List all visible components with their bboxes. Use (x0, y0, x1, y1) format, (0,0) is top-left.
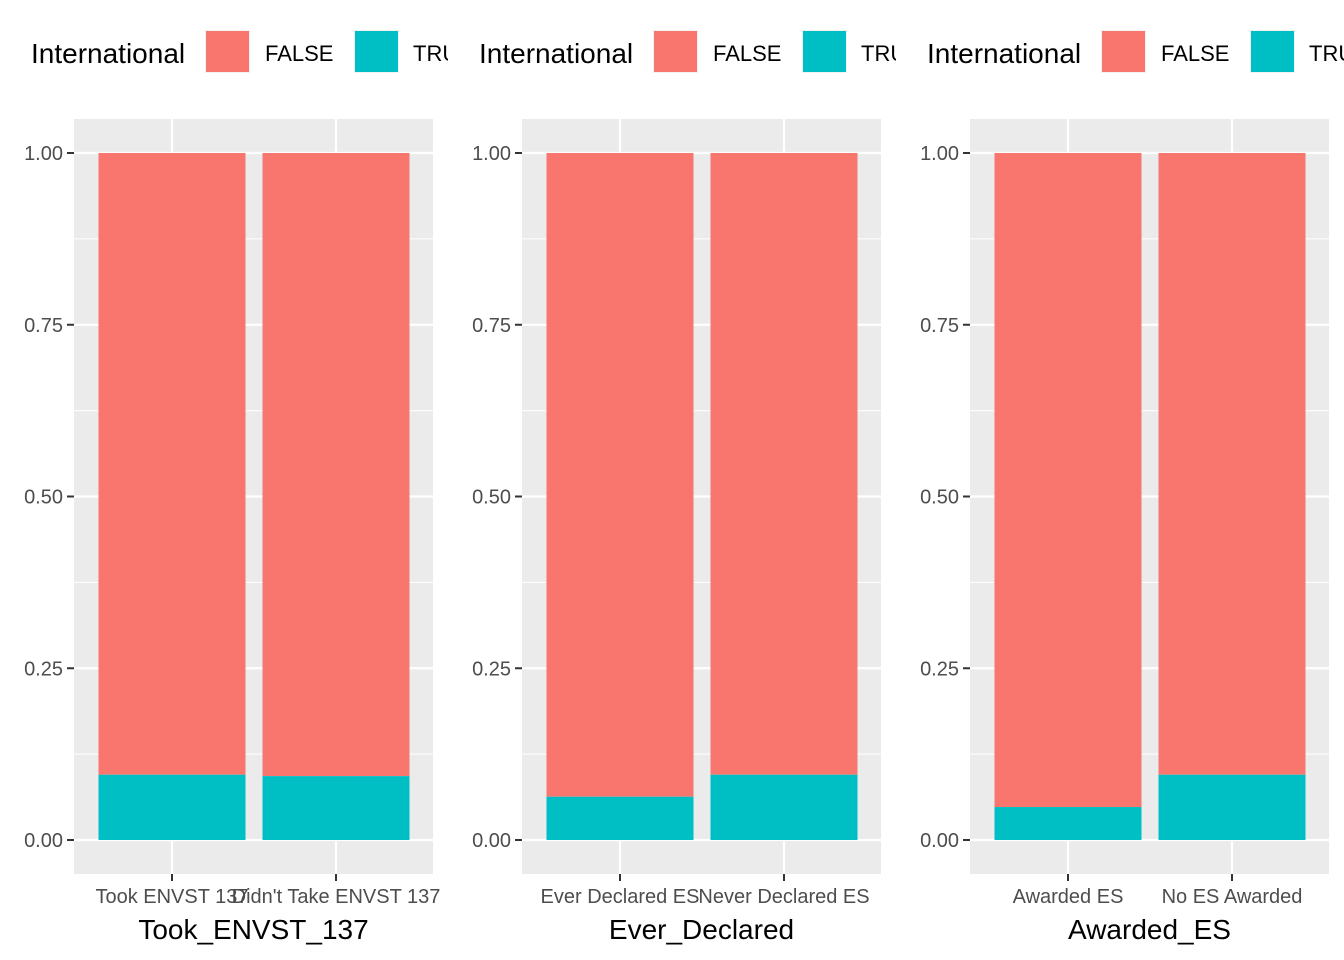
bar-true-2 (262, 776, 410, 840)
y-tick-label: 0.00 (472, 830, 511, 852)
bar-false-1 (546, 153, 694, 797)
x-tick-label: Ever Declared ES (541, 886, 700, 908)
legend-label-false: FALSE (265, 41, 333, 66)
legend-key-true (355, 31, 398, 72)
y-tick-label: 0.75 (472, 315, 511, 337)
legend-label-true: TRUE (861, 41, 921, 66)
chart-panel-1: International FALSE TRUE 0.00 0.25 0.50 0.75 1.… (24, 30, 473, 945)
bar-true-1 (546, 796, 694, 840)
legend: International FALSE TRUE (927, 30, 1344, 73)
y-tick-label: 0.50 (24, 487, 63, 509)
y-tick-label: 0.25 (24, 658, 63, 680)
legend: International FALSE TRUE (31, 30, 473, 73)
bar-false-1 (994, 153, 1142, 808)
x-tick-label: Never Declared ES (698, 886, 869, 908)
legend-key-false (206, 31, 249, 72)
legend: International FALSE TRUE (479, 30, 921, 73)
x-tick-label: No ES Awarded (1162, 886, 1303, 908)
y-tick-label: 0.75 (920, 315, 959, 337)
x-tick-label: Awarded ES (1013, 886, 1124, 908)
chart-panel-3: International FALSE TRUE 0.00 0.25 0.50 0.75 1.… (920, 30, 1344, 945)
x-axis-title: Took_ENVST_137 (138, 914, 368, 945)
bar-true-2 (710, 774, 858, 840)
y-tick-label: 0.00 (24, 830, 63, 852)
legend-key-false (1102, 31, 1145, 72)
y-tick-label: 1.00 (472, 143, 511, 165)
x-tick-label: Didn't Take ENVST 137 (232, 886, 441, 908)
legend-title: International (927, 38, 1081, 69)
x-axis-title: Awarded_ES (1068, 914, 1231, 945)
legend-label-true: TRUE (1309, 41, 1344, 66)
x-axis-title: Ever_Declared (609, 914, 794, 945)
legend-title: International (479, 38, 633, 69)
legend-title: International (31, 38, 185, 69)
bar-true-2 (1158, 774, 1306, 840)
legend-label-false: FALSE (713, 41, 781, 66)
legend-key-false (654, 31, 697, 72)
y-tick-label: 0.50 (920, 487, 959, 509)
bar-true-1 (98, 774, 246, 840)
chart-panel-2: International FALSE TRUE 0.00 0.25 0.50 0.75 1.… (472, 30, 921, 945)
y-tick-label: 0.75 (24, 315, 63, 337)
y-tick-label: 1.00 (24, 143, 63, 165)
bar-false-2 (262, 153, 410, 777)
bar-false-1 (98, 153, 246, 775)
y-tick-label: 0.25 (920, 658, 959, 680)
legend-label-true: TRUE (413, 41, 473, 66)
bar-false-2 (1158, 153, 1306, 775)
bar-false-2 (710, 153, 858, 775)
legend-key-true (803, 31, 846, 72)
y-tick-label: 0.00 (920, 830, 959, 852)
legend-key-true (1251, 31, 1294, 72)
y-tick-label: 0.50 (472, 487, 511, 509)
y-tick-label: 1.00 (920, 143, 959, 165)
x-tick-label: Took ENVST 137 (95, 886, 248, 908)
y-tick-label: 0.25 (472, 658, 511, 680)
legend-label-false: FALSE (1161, 41, 1229, 66)
bar-true-1 (994, 807, 1142, 840)
